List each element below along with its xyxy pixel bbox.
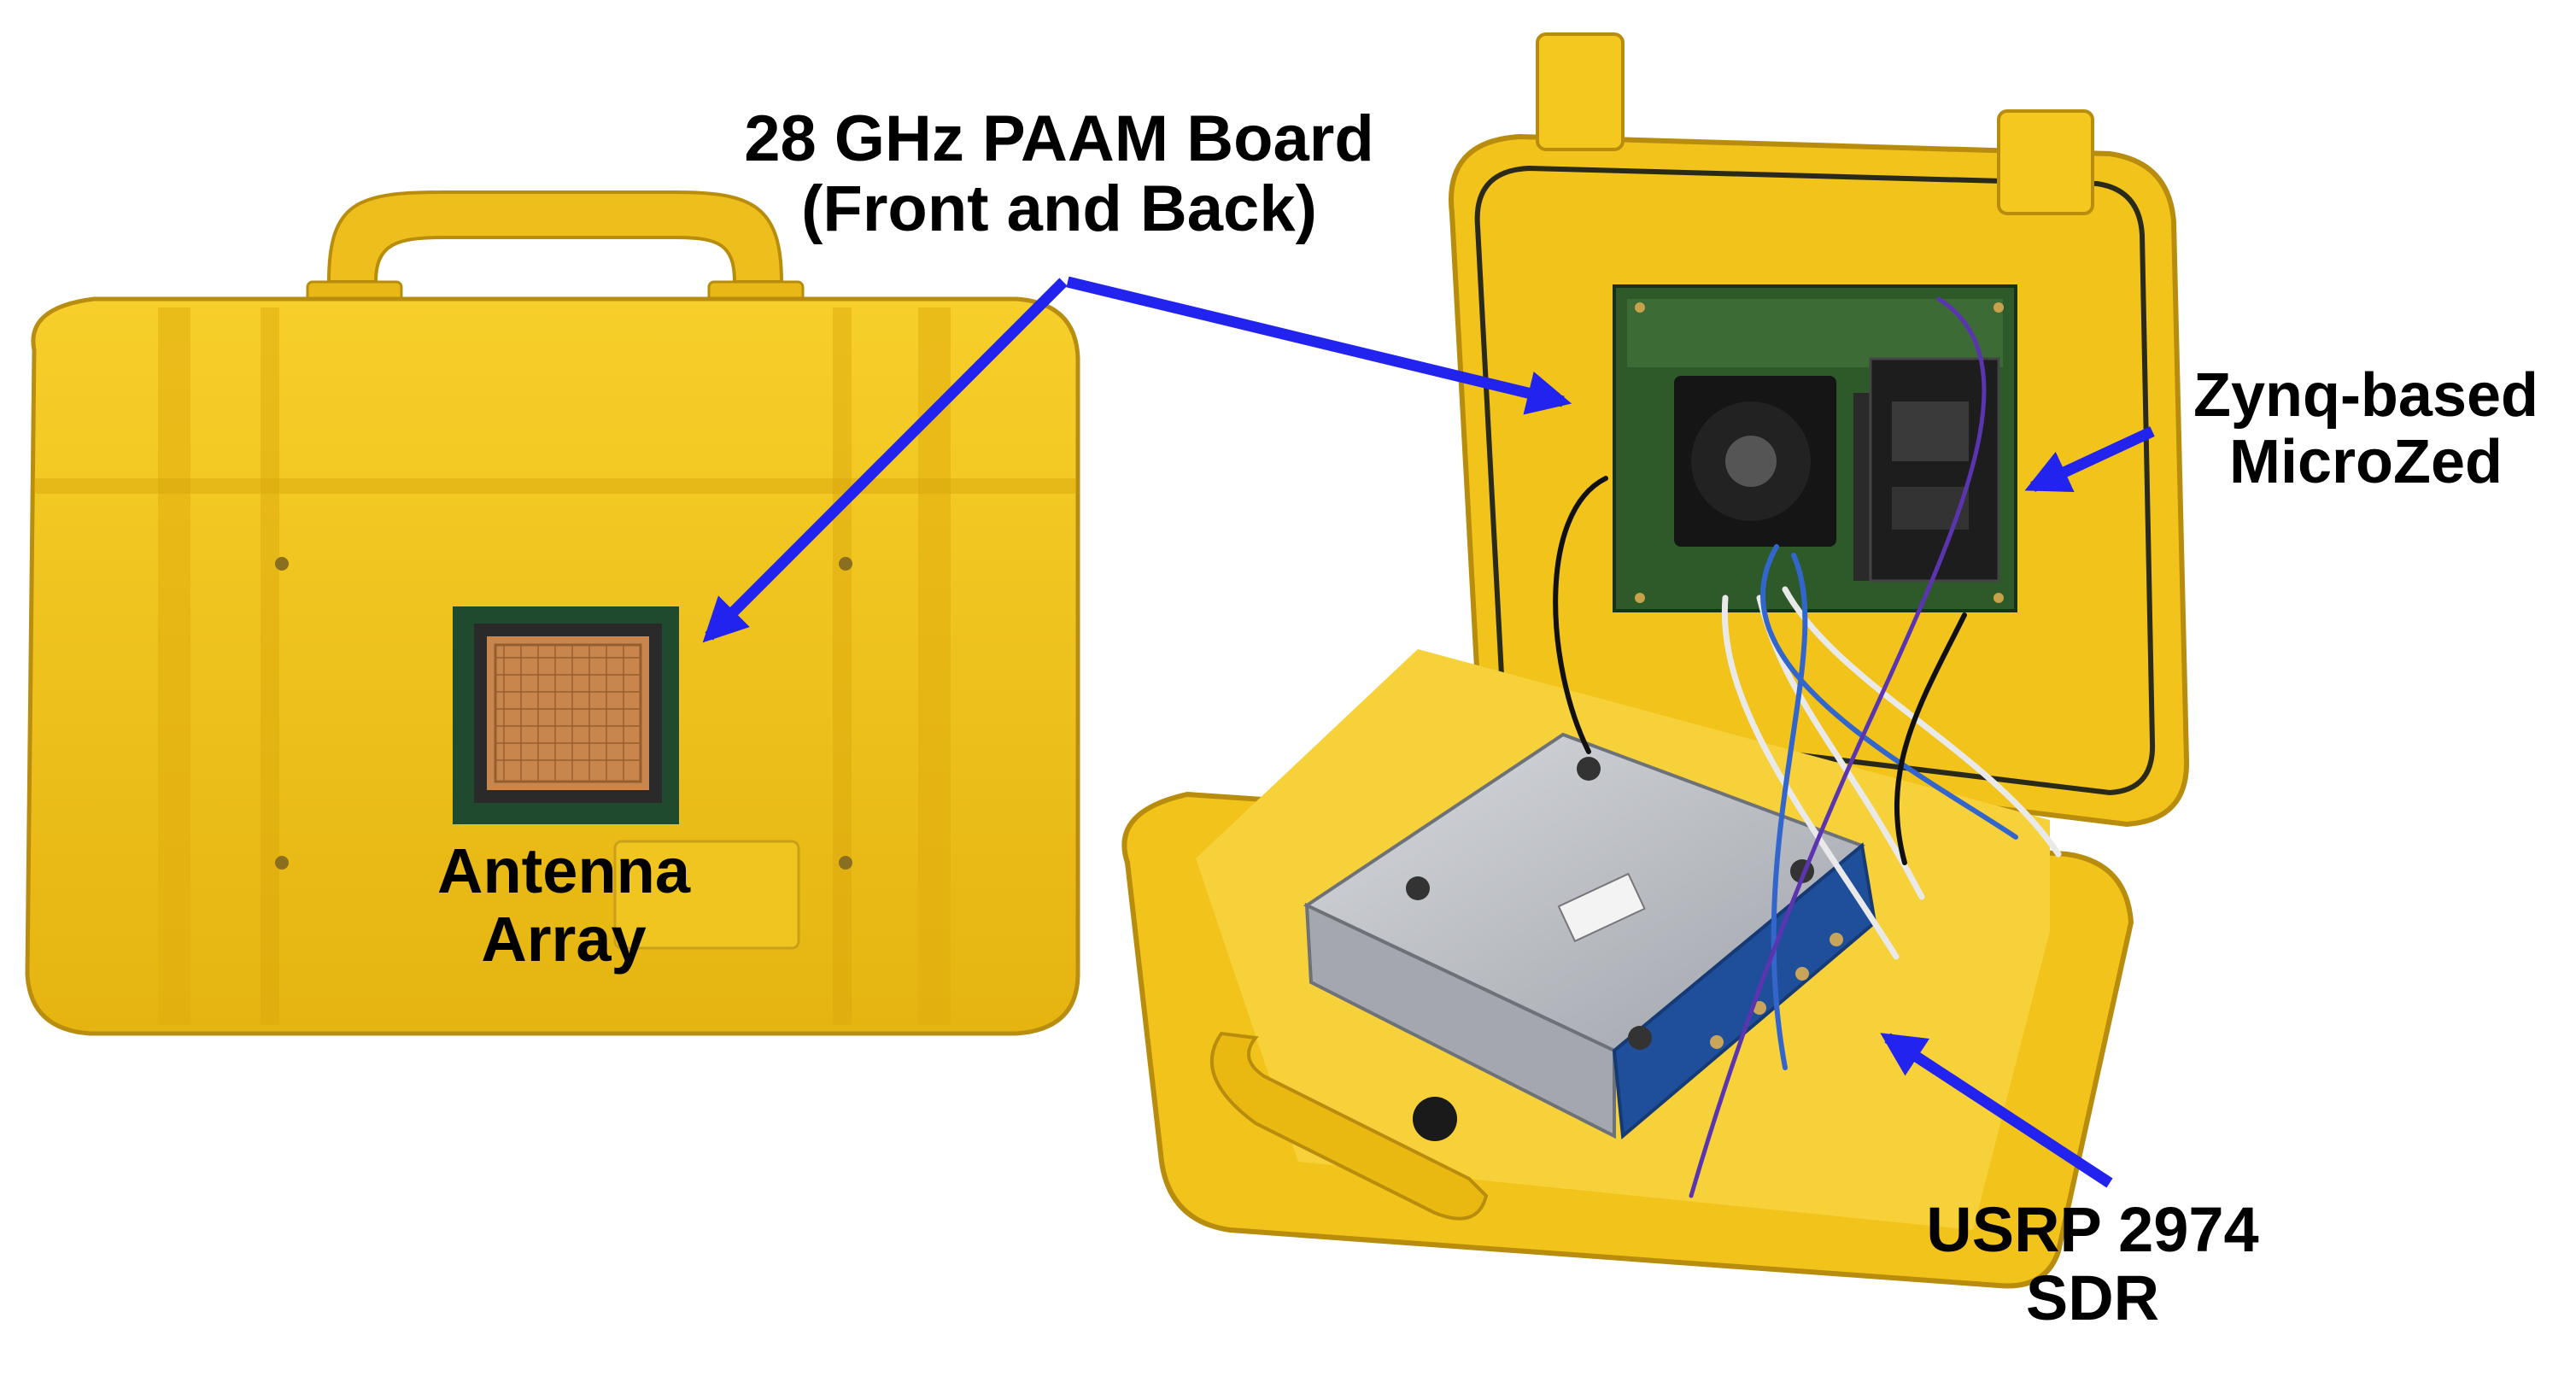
case-handle xyxy=(326,190,784,284)
open-case xyxy=(1121,32,2190,1289)
arrow-to-antenna xyxy=(702,278,1068,643)
label-zynq-line2: MicroZed xyxy=(2228,427,2503,496)
microzed-board xyxy=(1869,357,2000,583)
base-handle xyxy=(1209,1031,1489,1221)
arrow-to-usrp xyxy=(1880,1033,2113,1188)
label-usrp-sdr: USRP 2974 SDR xyxy=(1836,1196,2349,1332)
antenna-array xyxy=(453,606,679,824)
label-paam-line1: 28 GHz PAAM Board xyxy=(744,102,1374,175)
label-usrp-line2: SDR xyxy=(2025,1262,2160,1333)
label-antenna-array: Antenna Array xyxy=(376,837,752,974)
label-paam-line2: (Front and Back) xyxy=(801,173,1317,246)
arrow-to-microzed xyxy=(2024,426,2155,493)
label-usrp-line1: USRP 2974 xyxy=(1926,1194,2259,1265)
label-antenna-line2: Array xyxy=(481,903,647,975)
arrow-to-paam-board xyxy=(1066,276,1572,415)
annotation-arrows xyxy=(702,276,2155,1188)
usrp-sdr xyxy=(1303,732,1877,1139)
cables xyxy=(1553,296,2062,1198)
label-zynq-line1: Zynq-based xyxy=(2193,361,2539,430)
label-microzed: Zynq-based MicroZed xyxy=(2165,361,2567,496)
label-antenna-line1: Antenna xyxy=(437,835,690,906)
label-paam-board: 28 GHz PAAM Board (Front and Back) xyxy=(717,102,1401,246)
